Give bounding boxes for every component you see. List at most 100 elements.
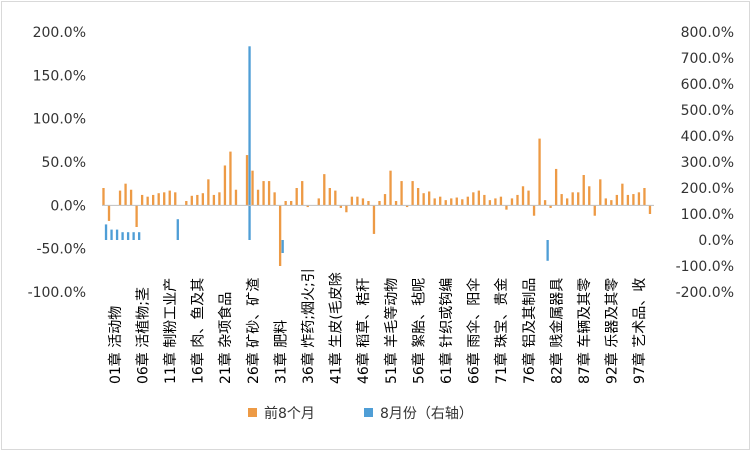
category-label: 56章 絮胎、毡呢 <box>410 278 427 384</box>
bar-first-8-months <box>632 194 635 206</box>
bar-first-8-months <box>118 190 122 206</box>
bar-first-8-months <box>527 190 530 206</box>
bar-first-8-months <box>505 205 508 210</box>
bar-august <box>104 224 108 240</box>
bar-first-8-months <box>223 165 227 206</box>
bar-first-8-months <box>499 196 503 206</box>
bar-first-8-months <box>394 201 398 206</box>
category-label: 36章 炸药;烟火;引 <box>300 268 317 384</box>
bar-first-8-months <box>439 196 442 206</box>
bar-first-8-months <box>472 192 475 206</box>
bar-first-8-months <box>643 188 646 206</box>
bar-first-8-months <box>593 205 596 216</box>
left-tick-label: 0.0% <box>50 198 86 214</box>
bar-first-8-months <box>383 194 387 206</box>
bar-first-8-months <box>543 200 547 206</box>
right-axis: 800.0% 700.0% 600.0% 500.0% 400.0% 300.0% 200.… <box>676 25 734 301</box>
bar-first-8-months <box>560 194 563 206</box>
bar-first-8-months <box>146 196 149 206</box>
right-tick-label: 800.0% <box>681 25 734 41</box>
category-label: 26章 矿砂、矿渣 <box>245 278 262 384</box>
category-label: 82章 贱金属器具 <box>548 278 565 384</box>
legend-swatch-august <box>364 408 373 417</box>
bar-first-8-months <box>615 194 619 206</box>
bar-first-8-months <box>328 188 331 206</box>
bar-first-8-months <box>494 198 497 206</box>
bar-first-8-months <box>245 155 249 206</box>
category-label: 92章 乐器及其零 <box>604 278 621 384</box>
right-tick-label: 500.0% <box>681 103 734 119</box>
right-tick-label: 100.0% <box>681 207 734 223</box>
category-label: 71章 珠宝、贵金 <box>493 278 510 384</box>
right-tick-label: 300.0% <box>681 155 734 171</box>
series-august <box>104 46 549 261</box>
bar-first-8-months <box>212 194 216 206</box>
bar-first-8-months <box>278 205 282 266</box>
bar-first-8-months <box>532 205 536 216</box>
bar-first-8-months <box>549 205 552 208</box>
legend-label-first-8-months: 前8个月 <box>264 405 315 422</box>
right-tick-label: 0.0% <box>698 233 734 249</box>
bar-first-8-months <box>466 196 469 206</box>
bar-first-8-months <box>566 198 569 206</box>
bar-first-8-months <box>284 201 287 206</box>
bar-first-8-months <box>582 175 585 206</box>
bar-first-8-months <box>367 201 370 206</box>
bar-first-8-months <box>163 192 166 206</box>
bar-first-8-months <box>107 205 111 221</box>
category-label: 66章 雨伞、阳伞 <box>466 278 483 384</box>
bar-first-8-months <box>124 183 127 206</box>
bar-first-8-months <box>218 192 221 206</box>
category-label: 46章 稻草、秸秆 <box>355 278 372 384</box>
bar-first-8-months <box>610 200 613 206</box>
bar-first-8-months <box>416 188 420 206</box>
bar-august <box>115 229 119 240</box>
left-tick-label: 100.0% <box>33 112 86 128</box>
category-label: 87章 车辆及其零 <box>576 278 593 384</box>
bar-first-8-months <box>140 194 144 206</box>
bar-first-8-months <box>234 189 238 206</box>
bar-first-8-months <box>361 198 365 206</box>
bar-august <box>132 232 135 240</box>
right-tick-label: 200.0% <box>681 181 734 197</box>
bar-first-8-months <box>648 205 652 214</box>
category-label: 16章 肉、鱼及其 <box>190 278 207 384</box>
bar-first-8-months <box>637 192 641 206</box>
right-tick-label: 400.0% <box>681 129 734 145</box>
bar-first-8-months <box>444 200 447 206</box>
legend-swatch-first-8-months <box>248 408 257 417</box>
bar-first-8-months <box>317 198 320 206</box>
bar-first-8-months <box>422 193 425 206</box>
bar-august <box>121 232 124 240</box>
bar-first-8-months <box>185 201 188 206</box>
bar-first-8-months <box>538 138 541 206</box>
bar-august <box>110 229 113 240</box>
bar-first-8-months <box>405 205 409 208</box>
category-label: 01章 活动物 <box>107 306 124 384</box>
bar-august <box>176 219 179 240</box>
bar-first-8-months <box>339 205 343 208</box>
bar-first-8-months <box>262 181 265 206</box>
bar-first-8-months <box>521 186 525 206</box>
left-tick-label: 50.0% <box>42 155 86 171</box>
legend-label-august: 8月份（右轴） <box>380 406 473 422</box>
category-label: 31章 肥料 <box>272 320 289 384</box>
bar-august <box>137 232 141 240</box>
bar-first-8-months <box>621 183 624 206</box>
right-tick-label: -200.0% <box>676 285 734 301</box>
bar-august <box>546 240 549 261</box>
bar-first-8-months <box>461 199 464 206</box>
right-tick-label: 600.0% <box>681 77 734 93</box>
bar-first-8-months <box>323 174 326 206</box>
left-tick-label: 150.0% <box>33 68 86 84</box>
bar-first-8-months <box>256 189 260 206</box>
bar-first-8-months <box>372 205 376 234</box>
bar-first-8-months <box>350 196 354 206</box>
bar-first-8-months <box>626 194 630 206</box>
bar-first-8-months <box>190 195 193 206</box>
category-label: 51章 羊毛等动物 <box>383 278 400 384</box>
bar-first-8-months <box>207 179 210 206</box>
bar-first-8-months <box>295 188 298 206</box>
bar-first-8-months <box>301 181 304 206</box>
